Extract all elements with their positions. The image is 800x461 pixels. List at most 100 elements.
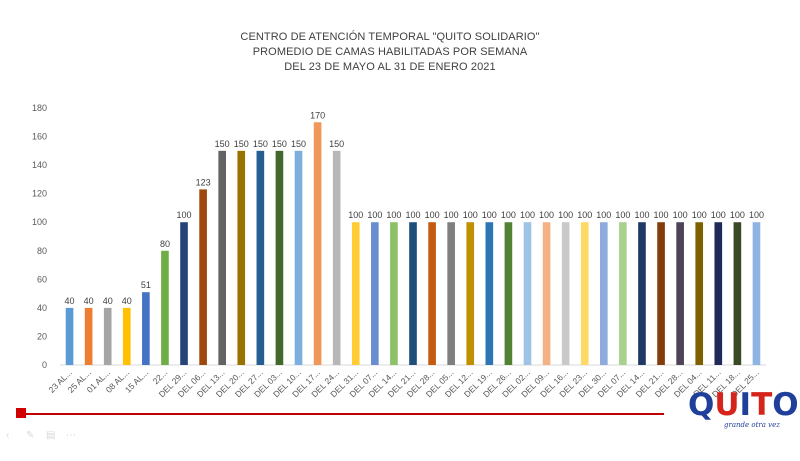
- bar: [122, 307, 131, 365]
- bar: [580, 222, 589, 365]
- bar: [657, 222, 665, 365]
- bar: [599, 222, 608, 365]
- data-label: 80: [160, 239, 170, 249]
- y-tick-label: 120: [32, 189, 47, 199]
- data-label: 100: [444, 210, 459, 220]
- data-label: 100: [634, 210, 649, 220]
- logo-tagline: grande otra vez: [724, 421, 780, 429]
- logo-letter: U: [714, 387, 740, 423]
- bar: [218, 150, 227, 365]
- chart-title-line-1: CENTRO DE ATENCIÓN TEMPORAL "QUITO SOLID…: [240, 31, 540, 43]
- data-label: 40: [65, 296, 75, 306]
- data-label: 100: [520, 210, 535, 220]
- y-tick-label: 160: [32, 132, 47, 142]
- presentation-toolbar: ‹ ✎ ▤ ⋯: [6, 431, 78, 445]
- data-label: 100: [463, 210, 478, 220]
- y-tick-label: 40: [37, 303, 47, 313]
- data-label: 150: [215, 139, 230, 149]
- data-label: 100: [539, 210, 554, 220]
- y-tick-label: 140: [32, 160, 47, 170]
- data-label: 100: [654, 210, 669, 220]
- logo-wordmark: QUITO: [688, 388, 799, 422]
- data-label: 123: [196, 177, 211, 187]
- data-label: 150: [253, 139, 268, 149]
- data-label: 40: [103, 296, 113, 306]
- y-tick-label: 0: [42, 360, 47, 370]
- bar: [733, 222, 742, 365]
- data-label: 100: [558, 210, 573, 220]
- bar: [619, 222, 627, 365]
- logo-letter: O: [772, 387, 799, 423]
- bar: [638, 222, 646, 365]
- bar: [161, 250, 169, 365]
- bar: [237, 150, 246, 365]
- bar: [313, 122, 322, 366]
- logo-letter: Q: [688, 387, 715, 423]
- bar: [695, 222, 704, 365]
- data-label: 150: [234, 139, 249, 149]
- bar: [504, 222, 513, 365]
- data-label: 100: [749, 210, 764, 220]
- bar: [199, 189, 207, 365]
- data-label: 150: [291, 139, 306, 149]
- bar: [523, 222, 532, 365]
- slides-icon[interactable]: ▤: [46, 430, 56, 441]
- bar: [332, 150, 341, 365]
- bar: [351, 222, 360, 365]
- y-tick-label: 180: [32, 103, 47, 113]
- data-label: 100: [405, 210, 420, 220]
- data-label: 40: [122, 296, 132, 306]
- y-tick-label: 80: [37, 246, 47, 256]
- data-label: 150: [329, 139, 344, 149]
- bar: [714, 222, 723, 365]
- bar: [275, 150, 284, 365]
- bar: [256, 150, 265, 365]
- bar: [752, 222, 761, 365]
- data-label: 100: [615, 210, 630, 220]
- y-tick-label: 100: [32, 217, 47, 227]
- bar: [180, 222, 188, 365]
- chart-title-line-2: PROMEDIO DE CAMAS HABILITADAS POR SEMANA: [252, 46, 528, 58]
- data-label: 100: [425, 210, 440, 220]
- bar: [103, 307, 112, 365]
- more-icon[interactable]: ⋯: [66, 430, 76, 441]
- data-label: 100: [386, 210, 401, 220]
- data-label: 100: [367, 210, 382, 220]
- bar: [142, 292, 150, 365]
- data-label: 100: [577, 210, 592, 220]
- logo-letter: I: [739, 387, 752, 423]
- quito-logo: QUITO grande otra vez: [688, 388, 799, 438]
- data-label: 100: [730, 210, 745, 220]
- arrow-left-icon[interactable]: ‹: [6, 430, 10, 441]
- bar: [390, 222, 398, 365]
- data-label: 40: [84, 296, 94, 306]
- data-label: 100: [177, 210, 192, 220]
- data-label: 100: [673, 210, 688, 220]
- pen-icon[interactable]: ✎: [26, 430, 35, 441]
- data-label: 100: [692, 210, 707, 220]
- bar: [466, 222, 475, 365]
- data-label: 100: [501, 210, 516, 220]
- bar: [294, 150, 303, 365]
- bar: [561, 222, 570, 365]
- logo-letter: T: [751, 387, 773, 423]
- bar: [371, 222, 379, 365]
- bar: [485, 222, 494, 365]
- bar: [84, 307, 93, 365]
- chart-title-line-3: DEL 23 DE MAYO AL 31 DE ENERO 2021: [284, 61, 496, 73]
- bar: [65, 307, 74, 365]
- data-label: 100: [711, 210, 726, 220]
- data-label: 100: [596, 210, 611, 220]
- data-label: 100: [482, 210, 497, 220]
- slide-progress-line: [18, 413, 664, 415]
- y-tick-label: 20: [37, 331, 47, 341]
- bar: [428, 222, 436, 365]
- data-label: 150: [272, 139, 287, 149]
- y-tick-label: 60: [37, 274, 47, 284]
- data-label: 100: [348, 210, 363, 220]
- slide-progress-marker[interactable]: [16, 408, 26, 418]
- bar: [409, 222, 417, 365]
- data-label: 51: [141, 280, 151, 290]
